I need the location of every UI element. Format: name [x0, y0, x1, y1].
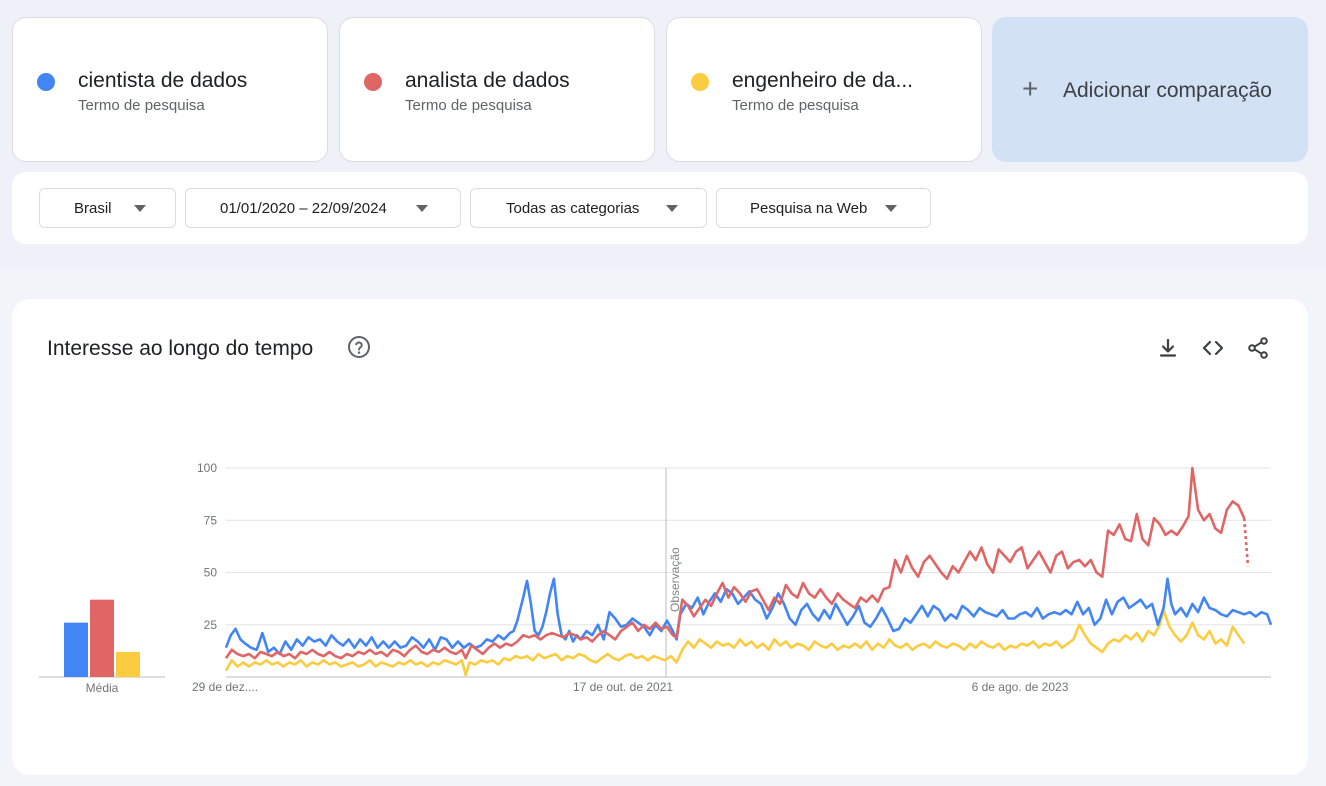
- term-color-dot: [37, 73, 55, 91]
- y-tick-label: 100: [197, 461, 217, 475]
- add-comparison-label: Adicionar comparação: [1063, 79, 1272, 102]
- y-tick-label: 25: [204, 618, 218, 632]
- filter-bar: Brasil 01/01/2020 – 22/09/2024 Todas as …: [12, 172, 1308, 244]
- term-name: cientista de dados: [78, 69, 248, 92]
- help-circle-icon[interactable]: [347, 335, 371, 359]
- series-line: [224, 577, 1273, 656]
- region-value: Brasil: [74, 200, 112, 217]
- series-line: [224, 466, 1246, 660]
- add-comparison-button[interactable]: + Adicionar comparação: [992, 17, 1308, 162]
- date-range-dropdown[interactable]: 01/01/2020 – 22/09/2024: [185, 188, 461, 228]
- term-subtitle: Termo de pesquisa: [78, 97, 205, 114]
- interest-over-time-card: Interesse ao longo do tempo: [12, 299, 1308, 775]
- chevron-down-icon: [666, 205, 678, 212]
- term-subtitle: Termo de pesquisa: [732, 97, 859, 114]
- section-title: Interesse ao longo do tempo: [47, 337, 314, 360]
- date-range-value: 01/01/2020 – 22/09/2024: [220, 200, 387, 217]
- plus-icon: +: [1022, 73, 1039, 104]
- term-name: analista de dados: [405, 69, 570, 92]
- average-bar: [116, 651, 140, 677]
- term-subtitle: Termo de pesquisa: [405, 97, 532, 114]
- term-color-dot: [364, 73, 382, 91]
- search-type-dropdown[interactable]: Pesquisa na Web: [716, 188, 931, 228]
- average-bar: [64, 622, 88, 677]
- term-card-3[interactable]: engenheiro de da... Termo de pesquisa: [666, 17, 982, 162]
- chevron-down-icon: [134, 205, 146, 212]
- x-tick-label: 6 de ago. de 2023: [972, 680, 1069, 694]
- average-bar: [90, 599, 114, 677]
- average-label: Média: [86, 681, 119, 695]
- x-tick-label: 17 de out. de 2021: [573, 680, 673, 694]
- share-icon[interactable]: [1246, 336, 1270, 360]
- category-dropdown[interactable]: Todas as categorias: [470, 188, 707, 228]
- code-icon[interactable]: [1201, 336, 1225, 360]
- term-color-dot: [691, 73, 709, 91]
- average-bars: [39, 599, 165, 678]
- term-card-1[interactable]: cientista de dados Termo de pesquisa: [12, 17, 328, 162]
- download-icon[interactable]: [1156, 336, 1180, 360]
- series-lines: [224, 466, 1273, 677]
- series-line: [224, 608, 1246, 677]
- y-tick-label: 50: [204, 566, 218, 580]
- y-tick-label: 75: [204, 513, 218, 527]
- x-tick-label: 29 de dez....: [192, 680, 258, 694]
- chevron-down-icon: [885, 205, 897, 212]
- term-card-2[interactable]: analista de dados Termo de pesquisa: [339, 17, 655, 162]
- search-type-value: Pesquisa na Web: [750, 200, 868, 217]
- region-dropdown[interactable]: Brasil: [39, 188, 176, 228]
- chart-annotation: Observação: [668, 547, 682, 612]
- chevron-down-icon: [416, 205, 428, 212]
- term-name: engenheiro de da...: [732, 69, 913, 92]
- forecast-tail: [1242, 518, 1250, 567]
- category-value: Todas as categorias: [506, 200, 640, 217]
